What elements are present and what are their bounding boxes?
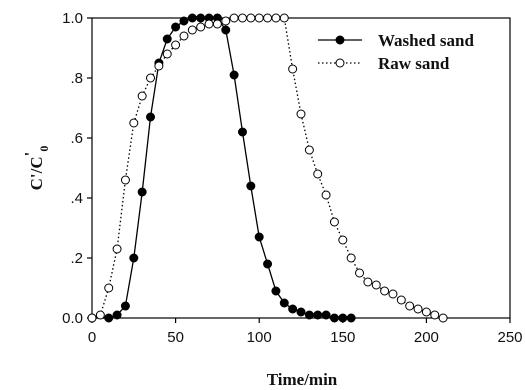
data-point xyxy=(430,310,440,320)
data-point xyxy=(421,307,431,317)
data-point xyxy=(187,13,197,23)
data-point xyxy=(104,283,114,293)
data-point xyxy=(338,313,348,323)
data-point xyxy=(95,310,105,320)
data-point xyxy=(129,118,139,128)
data-point xyxy=(229,13,239,23)
data-point xyxy=(363,277,373,287)
data-point xyxy=(304,145,314,155)
y-tick-label: 0.0 xyxy=(62,310,83,327)
data-point xyxy=(237,13,247,23)
data-point xyxy=(438,313,448,323)
data-point xyxy=(112,310,122,320)
data-point xyxy=(288,304,298,314)
data-point xyxy=(338,235,348,245)
data-point xyxy=(204,19,214,29)
x-tick-label: 50 xyxy=(167,329,184,346)
data-point xyxy=(246,181,256,191)
data-point xyxy=(196,22,206,32)
y-tick-label: .4 xyxy=(70,190,83,207)
x-tick-label: 150 xyxy=(330,329,355,346)
data-point xyxy=(346,253,356,263)
data-point xyxy=(313,310,323,320)
y-axis-title: C'/C'0 xyxy=(21,146,51,191)
data-point xyxy=(271,286,281,296)
y-tick-label: .6 xyxy=(70,130,83,147)
data-point xyxy=(246,13,256,23)
data-point xyxy=(329,217,339,227)
data-point xyxy=(162,34,172,44)
series-layer xyxy=(87,13,448,323)
data-point xyxy=(313,169,323,179)
data-point xyxy=(296,307,306,317)
data-point xyxy=(137,91,147,101)
data-point xyxy=(388,289,398,299)
data-point xyxy=(171,40,181,50)
data-point xyxy=(146,73,156,83)
data-point xyxy=(355,268,365,278)
x-tick-label: 100 xyxy=(247,329,272,346)
data-point xyxy=(321,190,331,200)
data-point xyxy=(179,31,189,41)
data-point xyxy=(237,127,247,137)
y-axis-title-sup: ' xyxy=(21,152,40,157)
data-point xyxy=(380,286,390,296)
data-point xyxy=(154,61,164,71)
data-point xyxy=(321,310,331,320)
data-point xyxy=(104,313,114,323)
data-point xyxy=(179,16,189,26)
data-point xyxy=(254,232,264,242)
data-point xyxy=(171,22,181,32)
legend-label: Raw sand xyxy=(378,54,450,73)
data-point xyxy=(279,298,289,308)
data-point xyxy=(396,295,406,305)
x-tick-label: 0 xyxy=(88,329,96,346)
data-point xyxy=(288,64,298,74)
data-point xyxy=(221,25,231,35)
data-point xyxy=(296,109,306,119)
data-point xyxy=(129,253,139,263)
legend: Washed sand Raw sand xyxy=(318,31,474,73)
svg-text:C'/C'0: C'/C'0 xyxy=(21,146,51,191)
data-point xyxy=(87,313,97,323)
axes: 0 50 100 150 200 250 0.0 .2 .4 .6 .8 1.0 xyxy=(62,10,522,346)
data-point xyxy=(405,301,415,311)
data-point xyxy=(229,70,239,80)
data-point xyxy=(196,13,206,23)
x-axis-title: Time/min xyxy=(267,370,338,389)
x-tick-label: 200 xyxy=(414,329,439,346)
y-tick-label: .2 xyxy=(70,250,83,267)
data-point xyxy=(120,301,130,311)
data-point xyxy=(263,259,273,269)
data-point xyxy=(346,313,356,323)
data-point xyxy=(162,49,172,59)
legend-marker xyxy=(335,35,345,45)
legend-label: Washed sand xyxy=(378,31,474,50)
data-point xyxy=(254,13,264,23)
data-point xyxy=(371,280,381,290)
data-point xyxy=(271,13,281,23)
data-point xyxy=(304,310,314,320)
y-tick-label: 1.0 xyxy=(62,10,83,27)
plot-frame xyxy=(91,17,511,319)
data-point xyxy=(329,313,339,323)
data-point xyxy=(413,304,423,314)
series-line-1 xyxy=(92,17,352,319)
x-tick-label: 250 xyxy=(497,329,522,346)
data-point xyxy=(112,244,122,254)
data-point xyxy=(221,16,231,26)
data-point xyxy=(212,19,222,29)
y-tick-label: .8 xyxy=(70,70,83,87)
data-point xyxy=(120,175,130,185)
legend-marker xyxy=(335,58,345,68)
data-point xyxy=(187,25,197,35)
data-point xyxy=(146,112,156,122)
data-point xyxy=(263,13,273,23)
y-axis-title-main: C'/C xyxy=(27,156,46,190)
y-axis-title-sub: 0 xyxy=(37,146,51,152)
data-point xyxy=(137,187,147,197)
data-point xyxy=(279,13,289,23)
